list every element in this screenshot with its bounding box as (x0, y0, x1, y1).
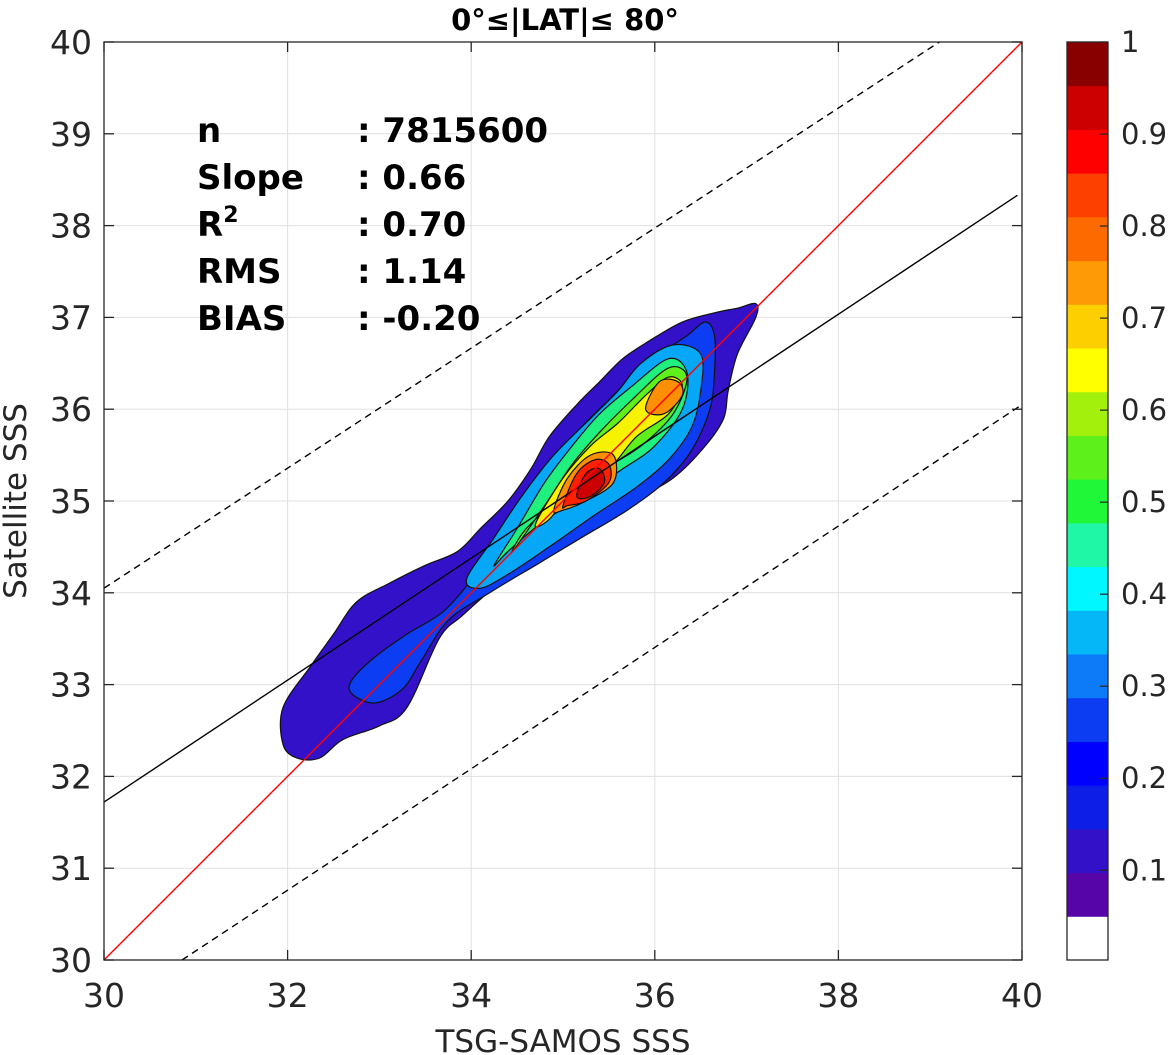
colorbar-segment (1067, 785, 1108, 830)
colorbar-segment (1067, 216, 1108, 262)
y-tick-label: 32 (50, 757, 92, 796)
stat-superscript: 2 (223, 203, 238, 228)
axis-ticks: 30 32 34 36 38 40 30 31 32 33 34 35 36 37 38 39 40 (50, 23, 1043, 1015)
regression-line (104, 194, 1018, 803)
x-tick-label: 34 (450, 976, 492, 1015)
stats-box: n : 7815600 Slope : 0.66 R2 : 0.70 RMS : 1.14 BI… (197, 111, 548, 339)
stat-value: : 0.66 (357, 158, 466, 198)
colorbar-segment (1067, 85, 1108, 130)
colorbar-tick-label: 0.1 (1121, 853, 1167, 887)
one-to-one-line (104, 42, 1022, 960)
y-tick-label: 31 (50, 849, 92, 888)
colorbar-segment (1067, 566, 1108, 611)
colorbar-segment (1067, 741, 1108, 786)
colorbar-segment (1067, 173, 1108, 218)
stat-value: : 0.70 (357, 205, 466, 245)
reference-lines (104, 42, 1022, 960)
contour-level-0_92-9 (576, 467, 606, 500)
colorbar-segment (1067, 42, 1108, 87)
colorbar-segment (1067, 129, 1108, 174)
stat-label: n (197, 111, 221, 151)
contour-level-0_75-7 (644, 378, 684, 416)
stat-label: RMS (197, 252, 282, 292)
chart-title: 0°≤|LAT|≤ 80° (451, 3, 679, 37)
x-tick-label: 40 (1001, 976, 1043, 1015)
y-tick-label: 38 (50, 207, 92, 246)
colorbar-tick-label: 0.6 (1121, 393, 1167, 427)
y-tick-label: 36 (50, 390, 92, 429)
colorbar-segment (1067, 697, 1108, 742)
y-axis-label: Satellite SSS (0, 403, 34, 599)
colorbar-frame (1066, 41, 1109, 961)
x-axis-label: TSG-SAMOS SSS (435, 1024, 691, 1055)
colorbar-segment (1067, 828, 1108, 874)
y-tick-label: 40 (50, 23, 92, 62)
colorbar-tick-label: 0.2 (1121, 761, 1167, 795)
colorbar-segment (1067, 872, 1108, 917)
colorbar-segment (1067, 435, 1108, 480)
colorbar: 0.1 0.2 0.3 0.4 0.5 0.6 0.7 0.8 0.9 1 (1066, 25, 1167, 961)
y-tick-label: 30 (50, 941, 92, 980)
colorbar-segment (1067, 610, 1108, 655)
y-tick-label: 35 (50, 482, 92, 521)
colorbar-tick-label: 1 (1121, 25, 1139, 59)
upper-dashed-line (104, 42, 940, 589)
colorbar-segment (1067, 348, 1108, 393)
colorbar-tick-label: 0.8 (1121, 209, 1167, 243)
x-tick-label: 32 (267, 976, 309, 1015)
colorbar-segment (1067, 304, 1108, 349)
colorbar-tick-label: 0.4 (1121, 577, 1167, 611)
stat-value: : 1.14 (357, 252, 466, 292)
x-tick-label: 30 (83, 976, 125, 1015)
colorbar-tick-label: 0.7 (1121, 301, 1167, 335)
colorbar-segment (1067, 391, 1108, 436)
stat-label: Slope (197, 158, 304, 198)
x-tick-label: 38 (817, 976, 859, 1015)
stat-value: : 7815600 (357, 111, 548, 151)
stat-label: R2 (197, 203, 239, 245)
colorbar-segment (1067, 916, 1108, 961)
x-tick-label: 36 (634, 976, 676, 1015)
colorbar-segment (1067, 260, 1108, 305)
y-tick-label: 33 (50, 666, 92, 705)
colorbar-tick-label: 0.3 (1121, 669, 1167, 703)
stat-value: : -0.20 (357, 299, 480, 339)
colorbar-segment (1067, 654, 1108, 699)
y-tick-label: 39 (50, 115, 92, 154)
stat-label: BIAS (197, 299, 286, 339)
colorbar-segment (1067, 522, 1108, 568)
colorbar-tick-label: 0.5 (1121, 485, 1167, 519)
y-tick-label: 34 (50, 574, 92, 613)
colorbar-segment (1067, 479, 1108, 524)
colorbar-tick-label: 0.9 (1121, 117, 1167, 151)
density-contours (279, 302, 759, 761)
y-tick-label: 37 (50, 298, 92, 337)
